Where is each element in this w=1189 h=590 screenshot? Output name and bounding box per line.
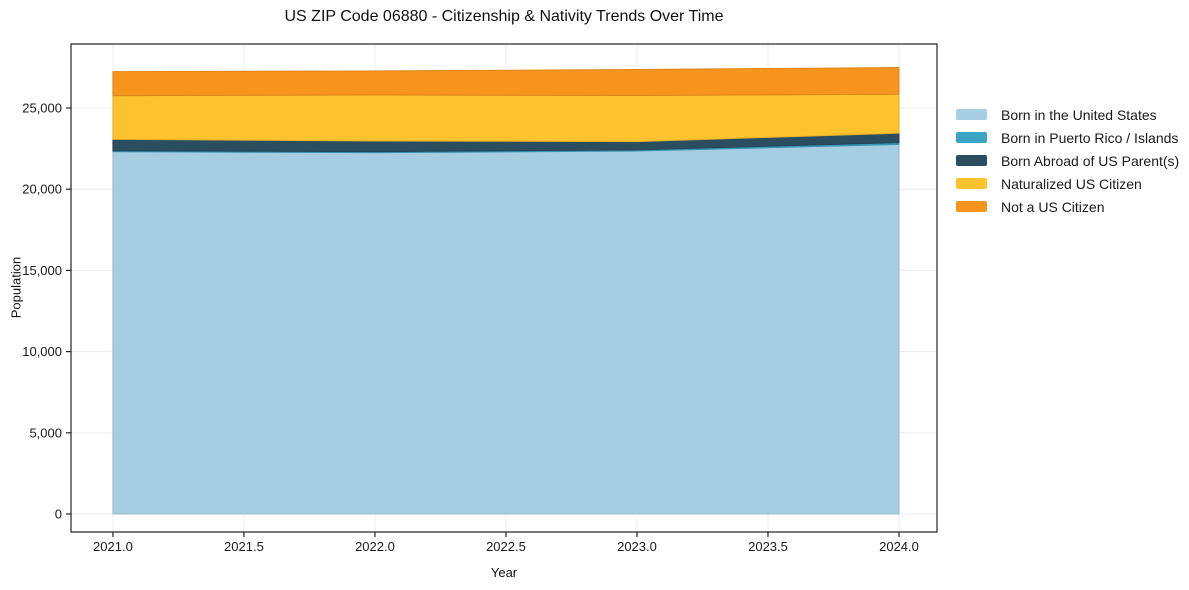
legend-item: Naturalized US Citizen — [956, 172, 1179, 195]
legend-label: Born in the United States — [1001, 106, 1157, 123]
legend-label: Naturalized US Citizen — [1001, 175, 1142, 192]
legend-item: Born Abroad of US Parent(s) — [956, 149, 1179, 172]
x-tick-label: 2023.5 — [748, 539, 788, 554]
y-tick-label: 20,000 — [22, 182, 62, 197]
y-tick-label: 25,000 — [22, 100, 62, 115]
x-tick-label: 2023.0 — [617, 539, 657, 554]
chart-title: US ZIP Code 06880 - Citizenship & Nativi… — [284, 8, 724, 25]
legend-item: Not a US Citizen — [956, 195, 1179, 218]
x-tick-label: 2021.0 — [93, 539, 133, 554]
legend-label: Not a US Citizen — [1001, 198, 1105, 215]
legend-swatch — [956, 132, 987, 143]
plot-border — [70, 43, 938, 533]
legend-label: Born Abroad of US Parent(s) — [1001, 152, 1180, 169]
legend-swatch — [956, 178, 987, 189]
y-axis-label: Population — [8, 256, 24, 319]
y-tick-label: 15,000 — [22, 263, 62, 278]
x-tick-label: 2024.0 — [879, 539, 919, 554]
y-tick-label: 0 — [55, 507, 62, 522]
legend-swatch — [956, 109, 987, 120]
legend-swatch — [956, 201, 987, 212]
legend-item: Born in the United States — [956, 103, 1179, 126]
legend: Born in the United States Born in Puerto … — [956, 103, 1179, 218]
x-tick-label: 2022.0 — [355, 539, 395, 554]
legend-swatch — [956, 155, 987, 166]
x-tick-label: 2021.5 — [224, 539, 264, 554]
legend-item: Born in Puerto Rico / Islands — [956, 126, 1179, 149]
y-tick-label: 10,000 — [22, 344, 62, 359]
area-naturalized-us-citizen — [112, 93, 900, 143]
area-not-a-us-citizen — [112, 67, 900, 97]
area-born-in-the-united-states — [112, 143, 900, 515]
legend-label: Born in Puerto Rico / Islands — [1001, 129, 1179, 146]
y-tick-label: 5,000 — [29, 425, 62, 440]
x-axis-label: Year — [490, 565, 518, 580]
x-tick-label: 2022.5 — [486, 539, 526, 554]
